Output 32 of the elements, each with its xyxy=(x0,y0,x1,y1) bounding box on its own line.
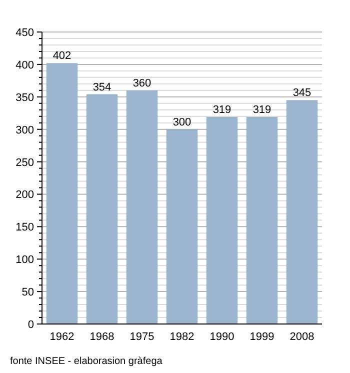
y-tick-label: 400 xyxy=(16,59,34,72)
x-tick-label: 1962 xyxy=(50,331,74,343)
data-label: 402 xyxy=(52,50,72,62)
data-label: 360 xyxy=(132,77,152,90)
x-tick-label: 1975 xyxy=(130,331,154,343)
y-tick-label: 50 xyxy=(22,286,34,299)
bar xyxy=(206,117,238,324)
bar xyxy=(286,100,318,324)
x-tick-label: 1968 xyxy=(90,331,114,343)
bar xyxy=(166,129,198,324)
bar xyxy=(126,90,158,324)
bar xyxy=(86,94,118,324)
x-tick-label: 1999 xyxy=(250,331,274,343)
data-label: 319 xyxy=(252,104,272,116)
y-tick-label: 0 xyxy=(28,319,34,331)
bar xyxy=(246,117,278,324)
data-label: 300 xyxy=(172,116,192,128)
y-tick-label: 100 xyxy=(16,254,34,266)
y-tick-label: 150 xyxy=(16,222,34,234)
x-tick-label: 2008 xyxy=(290,331,314,343)
x-tick-label: 1982 xyxy=(170,331,194,343)
y-tick-label: 200 xyxy=(16,189,34,202)
data-label: 345 xyxy=(292,87,312,100)
y-tick-label: 350 xyxy=(16,92,34,104)
data-label: 354 xyxy=(92,81,112,94)
y-tick-label: 450 xyxy=(16,27,34,39)
y-tick-label: 250 xyxy=(16,156,34,169)
bar xyxy=(46,63,78,324)
y-tick-label: 300 xyxy=(16,124,34,136)
data-label: 319 xyxy=(212,104,232,116)
source-note: fonte INSEE - elaborasion gràfega xyxy=(10,356,163,367)
x-tick-label: 1990 xyxy=(210,331,234,343)
